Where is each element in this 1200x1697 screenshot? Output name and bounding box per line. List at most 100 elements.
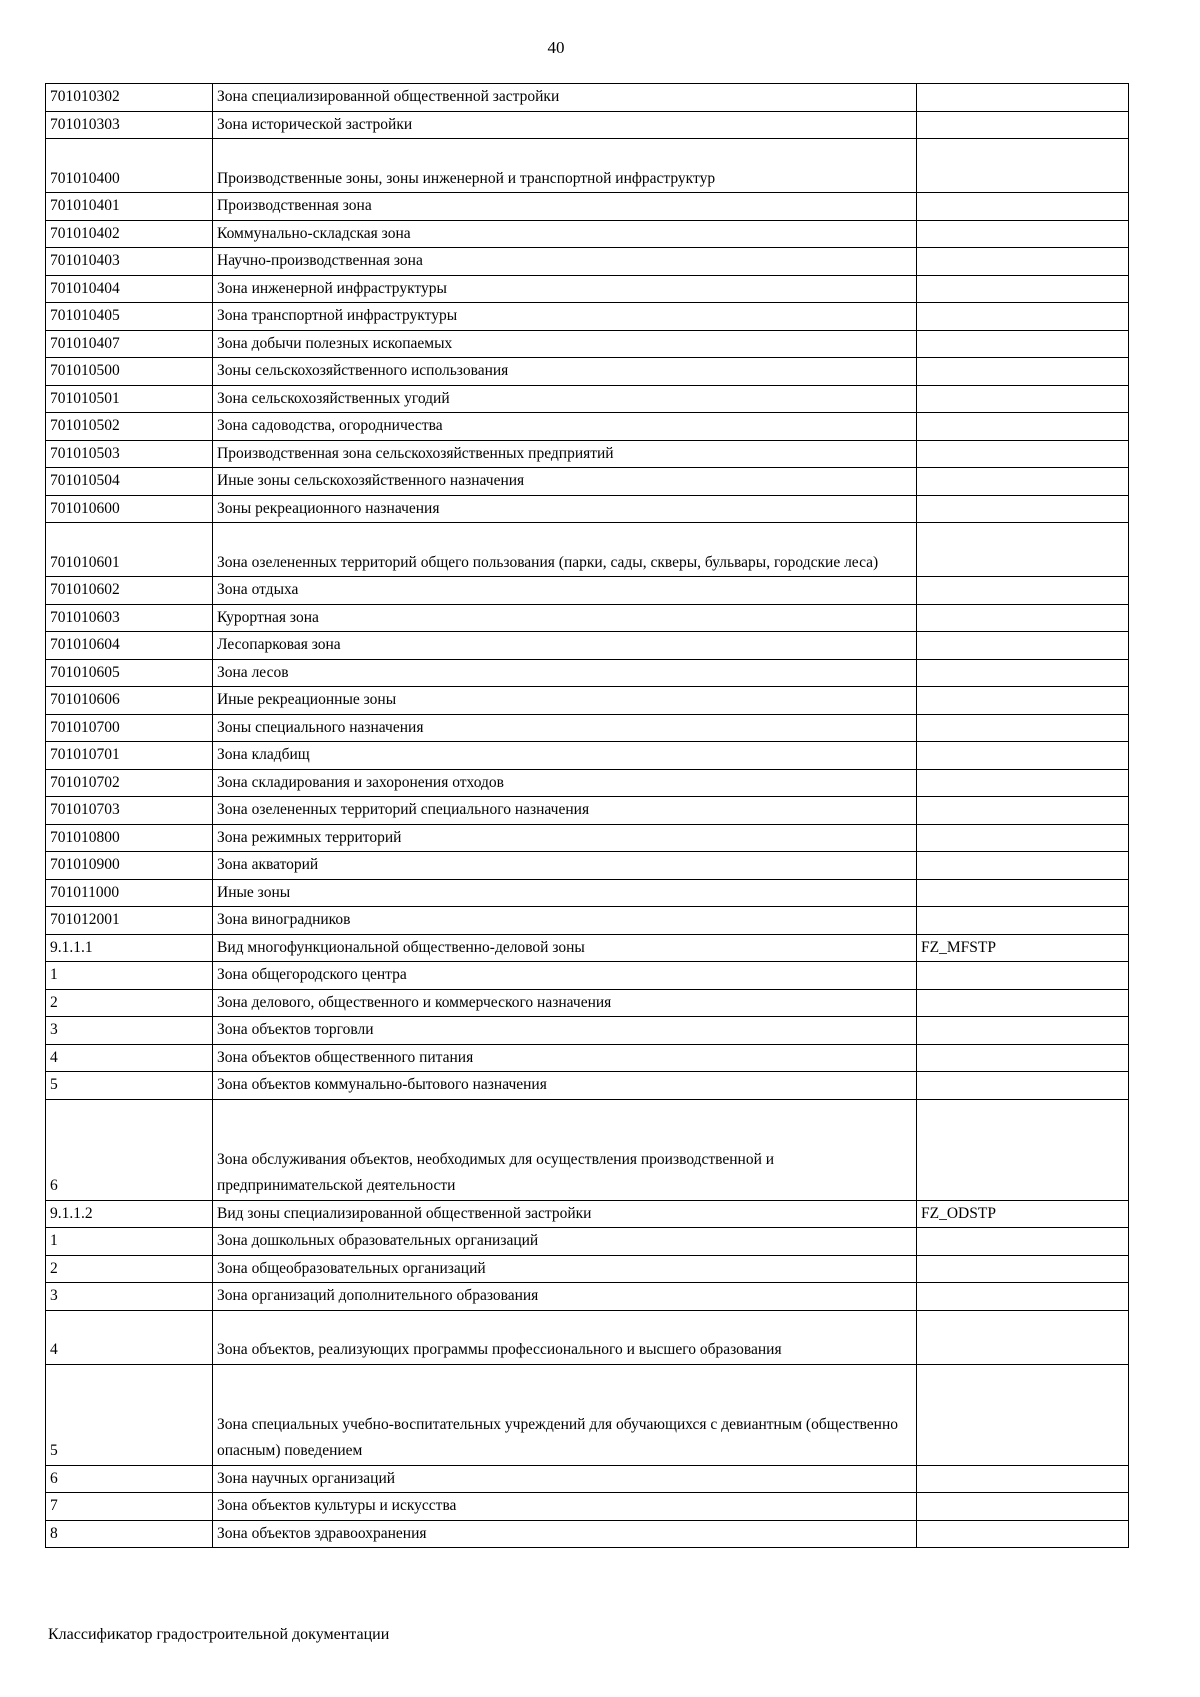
cell-fz-code — [916, 851, 1129, 880]
cell-zone-name: Зона объектов, реализующих программы про… — [212, 1309, 917, 1365]
cell-zone-name: Зоны рекреационного назначения — [212, 494, 917, 523]
cell-fz-code — [916, 219, 1129, 248]
cell-code: 5 — [45, 1071, 213, 1100]
table-row: 7 Зона объектов культуры и искусства — [45, 1492, 1129, 1521]
cell-code: 701010402 — [45, 219, 213, 248]
cell-fz-code — [916, 274, 1129, 303]
table-row: 701010900 Зона акваторий — [45, 851, 1129, 880]
table-row: 1 Зона общегородского центра — [45, 961, 1129, 990]
cell-code: 701010606 — [45, 686, 213, 715]
cell-fz-code — [916, 1519, 1129, 1548]
table-row: 701011000 Иные зоны — [45, 878, 1129, 907]
cell-fz-code — [916, 1464, 1129, 1493]
cell-zone-name: Зона сельскохозяйственных угодий — [212, 384, 917, 413]
table-row: 701010504 Иные зоны сельскохозяйственного… — [45, 467, 1129, 496]
cell-code: 701010605 — [45, 658, 213, 687]
cell-fz-code — [916, 631, 1129, 660]
table-row: 701010603 Курортная зона — [45, 603, 1129, 632]
cell-zone-name: Лесопарковая зона — [212, 631, 917, 660]
cell-fz-code — [916, 988, 1129, 1017]
cell-code: 701010404 — [45, 274, 213, 303]
cell-zone-name: Вид многофункциональной общественно-дело… — [212, 933, 917, 962]
cell-code: 701010501 — [45, 384, 213, 413]
cell-fz-code — [916, 1098, 1129, 1201]
table-row: 9.1.1.2 Вид зоны специализированной общес… — [45, 1199, 1129, 1228]
cell-zone-name: Иные рекреационные зоны — [212, 686, 917, 715]
table-row: 8 Зона объектов здравоохранения — [45, 1519, 1129, 1548]
cell-zone-name: Зона общеобразовательных организаций — [212, 1254, 917, 1283]
cell-fz-code — [916, 522, 1129, 577]
cell-code: 701010403 — [45, 247, 213, 276]
cell-zone-name: Зона садоводства, огородничества — [212, 412, 917, 441]
cell-fz-code — [916, 384, 1129, 413]
cell-zone-name: Зона добычи полезных ископаемых — [212, 329, 917, 358]
cell-code: 701011000 — [45, 878, 213, 907]
cell-code: 701010702 — [45, 768, 213, 797]
cell-zone-name: Зоны специального назначения — [212, 713, 917, 742]
table-row: 701010605 Зона лесов — [45, 658, 1129, 687]
cell-zone-name: Производственная зона сельскохозяйственн… — [212, 439, 917, 468]
table-row: 9.1.1.1 Вид многофункциональной обществен… — [45, 933, 1129, 962]
table-row: 701010407 Зона добычи полезных ископаемых — [45, 329, 1129, 358]
classifier-table: 701010302 Зона специализированной обществ… — [45, 83, 1129, 1548]
footer-note: Классификатор градостроительной документ… — [48, 1626, 390, 1643]
table-row: 701010601 Зона озелененных территорий общ… — [45, 522, 1129, 577]
cell-code: 701010800 — [45, 823, 213, 852]
cell-fz-code — [916, 302, 1129, 331]
cell-zone-name: Зона делового, общественного и коммерчес… — [212, 988, 917, 1017]
page-number: 40 — [547, 38, 565, 57]
cell-code: 6 — [45, 1464, 213, 1493]
cell-fz-code — [916, 1492, 1129, 1521]
cell-code: 701010503 — [45, 439, 213, 468]
cell-code: 2 — [45, 988, 213, 1017]
cell-zone-name: Зона дошкольных образовательных организа… — [212, 1227, 917, 1256]
cell-fz-code — [916, 768, 1129, 797]
cell-code: 701010600 — [45, 494, 213, 523]
table-row: 4 Зона объектов, реализующих программы пр… — [45, 1309, 1129, 1365]
cell-fz-code — [916, 961, 1129, 990]
table-row: 4 Зона объектов общественного питания — [45, 1043, 1129, 1072]
cell-fz-code: FZ_ODSTP — [916, 1199, 1129, 1228]
cell-code: 701010302 — [45, 83, 213, 112]
cell-zone-name: Производственные зоны, зоны инженерной и… — [212, 138, 917, 193]
cell-fz-code — [916, 796, 1129, 825]
cell-code: 4 — [45, 1043, 213, 1072]
cell-zone-name: Зона транспортной инфраструктуры — [212, 302, 917, 331]
cell-fz-code — [916, 741, 1129, 770]
table-row: 2 Зона делового, общественного и коммерче… — [45, 988, 1129, 1017]
cell-fz-code — [916, 467, 1129, 496]
table-row: 6 Зона обслуживания объектов, необходимых… — [45, 1098, 1129, 1201]
cell-fz-code — [916, 1282, 1129, 1311]
cell-zone-name: Зона объектов здравоохранения — [212, 1519, 917, 1548]
cell-code: 701010700 — [45, 713, 213, 742]
cell-code: 701010401 — [45, 192, 213, 221]
cell-code: 3 — [45, 1016, 213, 1045]
table-row: 701010503 Производственная зона сельскохо… — [45, 439, 1129, 468]
cell-code: 9.1.1.2 — [45, 1199, 213, 1228]
cell-code: 2 — [45, 1254, 213, 1283]
cell-code: 4 — [45, 1309, 213, 1365]
cell-fz-code — [916, 878, 1129, 907]
table-row: 701010402 Коммунально-складская зона — [45, 219, 1129, 248]
cell-fz-code — [916, 1016, 1129, 1045]
table-row: 701010604 Лесопарковая зона — [45, 631, 1129, 660]
cell-code: 9.1.1.1 — [45, 933, 213, 962]
cell-fz-code — [916, 494, 1129, 523]
cell-zone-name: Зона объектов коммунально-бытового назна… — [212, 1071, 917, 1100]
table-row: 701010302 Зона специализированной обществ… — [45, 83, 1129, 112]
cell-zone-name: Зона виноградников — [212, 906, 917, 935]
table-row: 701010703 Зона озелененных территорий спе… — [45, 796, 1129, 825]
cell-fz-code — [916, 686, 1129, 715]
cell-zone-name: Зона обслуживания объектов, необходимых … — [212, 1098, 917, 1201]
cell-code: 5 — [45, 1363, 213, 1466]
cell-fz-code — [916, 1254, 1129, 1283]
cell-zone-name: Зона отдыха — [212, 576, 917, 605]
table-row: 701010800 Зона режимных территорий — [45, 823, 1129, 852]
cell-zone-name: Научно-производственная зона — [212, 247, 917, 276]
cell-fz-code — [916, 713, 1129, 742]
table-row: 701010700 Зоны специального назначения — [45, 713, 1129, 742]
cell-code: 701010603 — [45, 603, 213, 632]
table-row: 701010303 Зона исторической застройки — [45, 110, 1129, 139]
cell-zone-name: Иные зоны сельскохозяйственного назначен… — [212, 467, 917, 496]
cell-zone-name: Вид зоны специализированной общественной… — [212, 1199, 917, 1228]
